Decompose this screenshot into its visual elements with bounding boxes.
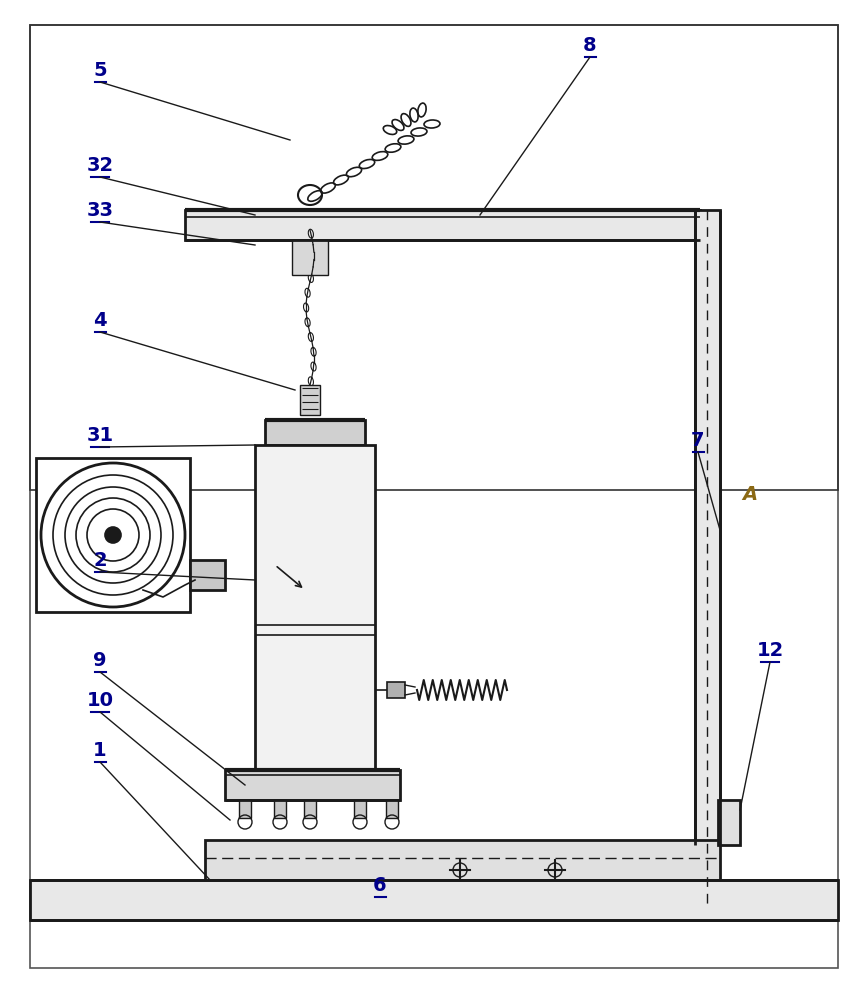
Text: 2: 2 [93,551,107,570]
Text: A: A [742,485,758,504]
Text: 31: 31 [86,426,114,445]
Bar [36,458,190,612]
Bar [274,800,286,818]
Text: 10: 10 [86,691,114,710]
Bar [387,682,405,698]
Bar [265,420,365,445]
Bar [30,25,838,490]
Text: 6: 6 [373,876,387,895]
Text: 4: 4 [93,311,107,330]
Bar [239,800,251,818]
Text: 32: 32 [86,156,114,175]
Bar [386,800,398,818]
Text: 9: 9 [93,651,107,670]
Bar [190,560,225,590]
Text: 5: 5 [93,61,107,80]
Bar [300,385,320,415]
Text: 12: 12 [756,641,784,660]
Bar [304,800,316,818]
Bar [255,445,375,770]
Bar [30,880,838,920]
Bar [205,840,720,880]
Text: 33: 33 [86,201,114,220]
Bar [225,770,400,800]
Bar [354,800,366,818]
Bar [185,210,700,240]
Bar [292,240,328,275]
Circle shape [105,527,121,543]
Text: 8: 8 [583,36,597,55]
Bar [695,210,720,845]
Text: 7: 7 [691,431,705,450]
Text: 1: 1 [93,741,107,760]
Bar [718,800,740,845]
